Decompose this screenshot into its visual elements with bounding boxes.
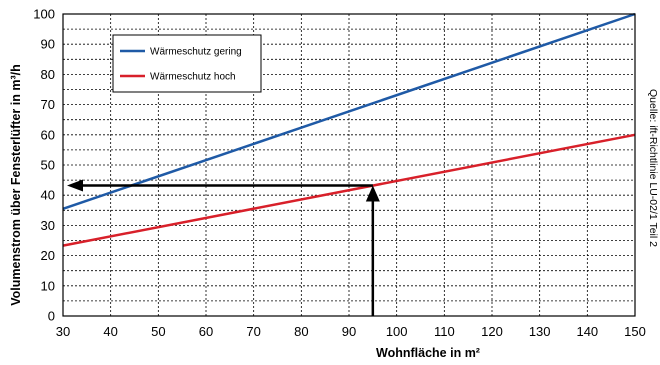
- arrow-up-head: [365, 185, 380, 202]
- x-tick-label: 140: [576, 324, 598, 339]
- x-tick-label: 30: [56, 324, 70, 339]
- y-tick-label: 40: [41, 188, 55, 203]
- legend-label-waermeschutz-gering: Wärmeschutz gering: [150, 47, 242, 58]
- x-tick-label: 80: [294, 324, 308, 339]
- annotation-arrows: [67, 179, 380, 316]
- y-axis-title: Volumenstrom über Fensterlüfter in m³/h: [9, 64, 23, 305]
- y-tick-label: 0: [48, 309, 55, 324]
- y-tick-label: 50: [41, 158, 55, 173]
- x-tick-label: 50: [151, 324, 165, 339]
- legend-label-waermeschutz-hoch: Wärmeschutz hoch: [150, 72, 236, 83]
- x-tick-label: 130: [529, 324, 551, 339]
- series-line-waermeschutz-hoch: [62, 133, 636, 247]
- series-line-waermeschutz-gering: [62, 12, 636, 210]
- series-lines: [62, 12, 636, 247]
- x-tick-label: 70: [246, 324, 260, 339]
- x-tick-label: 90: [342, 324, 356, 339]
- x-tick-label: 110: [434, 324, 455, 339]
- x-axis-title: Wohnfläche in m²: [376, 346, 480, 360]
- y-tick-label: 100: [33, 7, 55, 22]
- x-tick-label: 150: [624, 324, 646, 339]
- legend: Wärmeschutz gering Wärmeschutz hoch: [112, 34, 262, 93]
- plot-frame: [62, 13, 636, 317]
- x-tick-label: 40: [103, 324, 117, 339]
- x-tick-label: 60: [199, 324, 213, 339]
- tick-labels: 0 10 20 30 40 50 60 70 80 90 100 30 40 50 60 70 80 90 100 1…: [33, 7, 646, 340]
- arrow-left-head: [67, 179, 83, 192]
- x-tick-label: 100: [386, 324, 408, 339]
- y-tick-label: 20: [41, 248, 55, 263]
- y-tick-label: 10: [41, 278, 55, 293]
- grid: [63, 14, 635, 316]
- y-tick-label: 70: [41, 97, 55, 112]
- source-note: Quelle: ift-Richtlinie LU-02/1 Teil 2: [647, 89, 659, 247]
- legend-box: [112, 34, 262, 93]
- y-tick-label: 90: [41, 37, 55, 52]
- y-tick-label: 60: [41, 127, 55, 142]
- y-tick-label: 30: [41, 218, 55, 233]
- x-tick-label: 120: [481, 324, 503, 339]
- y-tick-label: 80: [41, 67, 55, 82]
